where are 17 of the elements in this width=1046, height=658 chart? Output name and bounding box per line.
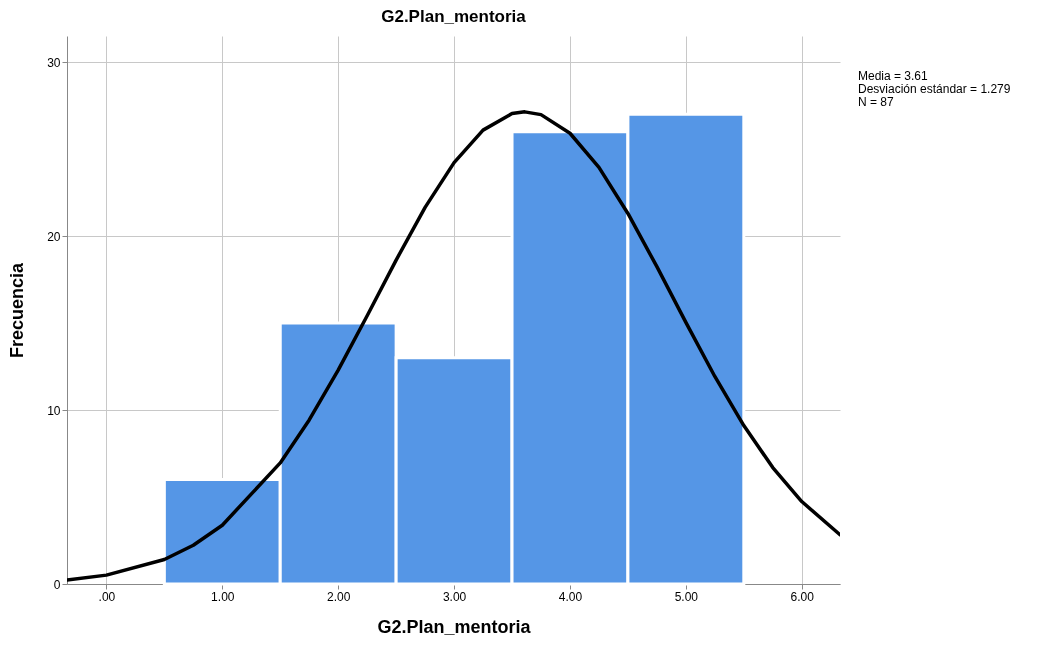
x-tick-label: 5.00 — [674, 589, 699, 604]
text: N = 87 — [858, 95, 895, 109]
y-tick-label: 0 — [53, 577, 61, 592]
x-tick-label: 2.00 — [327, 589, 351, 604]
text: Media = 3.61 — [858, 69, 929, 83]
y-tick-label: 10 — [47, 403, 61, 418]
y-axis-title: Frecuencia — [7, 261, 28, 359]
x-tick-label: 6.00 — [790, 589, 815, 604]
chart-title: G2.Plan_mentoria — [381, 7, 527, 26]
x-tick-label: 4.00 — [558, 589, 583, 604]
x-tick-label: 3.00 — [442, 589, 467, 604]
y-tick-label: 20 — [47, 229, 61, 244]
x-axis-title: G2.Plan_mentoria — [377, 616, 532, 637]
text: Desviación estándar = 1.279 — [858, 82, 1011, 96]
x-tick-label: 1.00 — [211, 589, 235, 604]
x-tick-label: .00 — [98, 589, 116, 604]
y-tick-label: 30 — [47, 55, 61, 70]
